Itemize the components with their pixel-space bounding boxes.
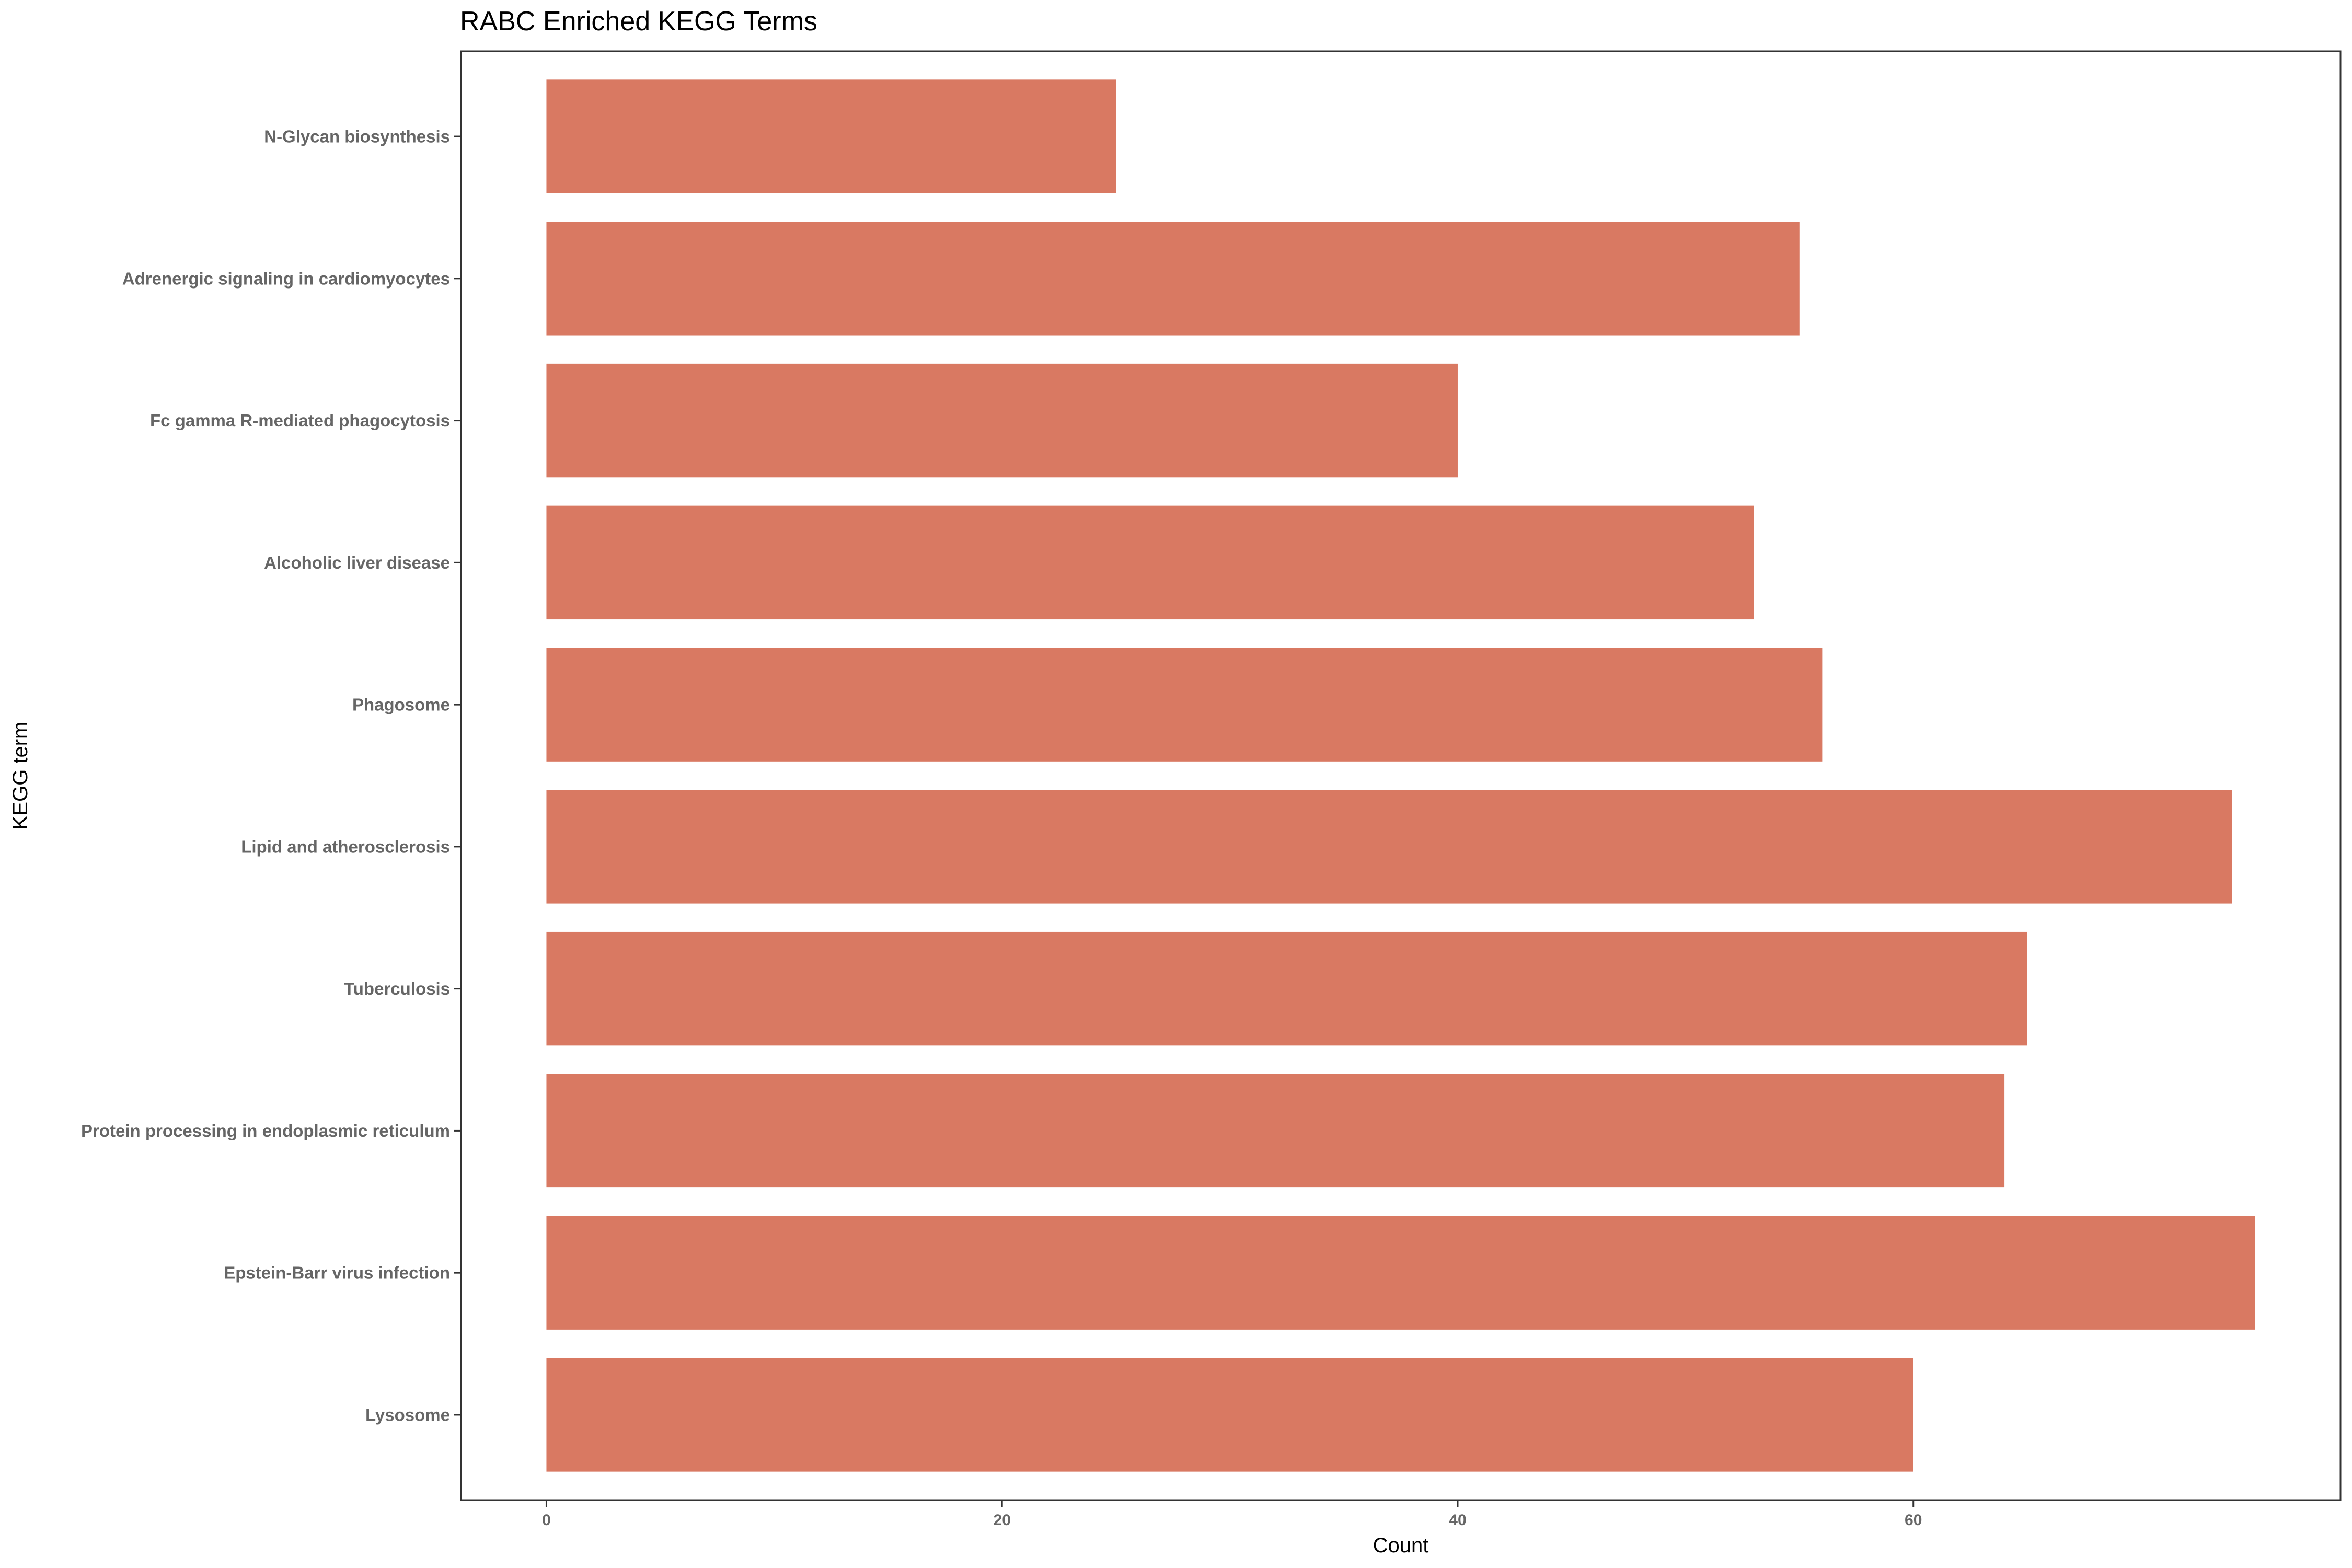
bar-protein-processing-in-endoplasmic-reticulum [546, 1074, 2005, 1188]
bars [546, 79, 2255, 1472]
y-axis-title: KEGG term [9, 722, 32, 830]
x-axis: 0 20 40 60 [542, 1500, 1922, 1529]
chart-title: RABC Enriched KEGG Terms [460, 6, 817, 37]
bar-tuberculosis [546, 931, 2027, 1046]
y-tick-label-alcoholic-liver-disease: Alcoholic liver disease [264, 553, 450, 572]
plot-panel [460, 50, 2342, 1501]
bar-alcoholic-liver-disease [546, 505, 1754, 620]
y-tick-label-protein-processing-in-endoplasmic-reticulum: Protein processing in endoplasmic reticu… [81, 1121, 450, 1140]
y-tick-label-tuberculosis: Tuberculosis [344, 979, 450, 998]
y-tick-label-lysosome: Lysosome [365, 1405, 450, 1424]
bar-n-glycan-biosynthesis [546, 79, 1116, 193]
x-tick-label-60: 60 [1905, 1512, 1922, 1529]
bar-fc-gamma-r-mediated-phagocytosis [546, 363, 1458, 478]
bar-lysosome [546, 1358, 1913, 1472]
bar-adrenergic-signaling-in-cardiomyocytes [546, 222, 1800, 336]
y-tick-label-adrenergic-signaling-in-cardiomyocytes: Adrenergic signaling in cardiomyocytes [122, 269, 450, 288]
bar-epstein-barr-virus-infection [546, 1216, 2255, 1330]
y-tick-label-phagosome: Phagosome [352, 695, 450, 714]
y-tick-label-epstein-barr-virus-infection: Epstein-Barr virus infection [224, 1263, 450, 1283]
bar-phagosome [546, 648, 1823, 762]
x-axis-title: Count [1373, 1534, 1429, 1557]
x-tick-label-20: 20 [994, 1512, 1011, 1529]
y-tick-label-n-glycan-biosynthesis: N-Glycan biosynthesis [264, 127, 450, 146]
bar-lipid-and-atherosclerosis [546, 790, 2232, 904]
x-tick-label-0: 0 [542, 1512, 551, 1529]
y-tick-label-fc-gamma-r-mediated-phagocytosis: Fc gamma R-mediated phagocytosis [150, 411, 450, 430]
y-tick-label-lipid-and-atherosclerosis: Lipid and atherosclerosis [241, 837, 450, 856]
x-tick-label-40: 40 [1449, 1512, 1466, 1529]
y-axis: N-Glycan biosynthesis Adrenergic signalin… [81, 127, 461, 1424]
